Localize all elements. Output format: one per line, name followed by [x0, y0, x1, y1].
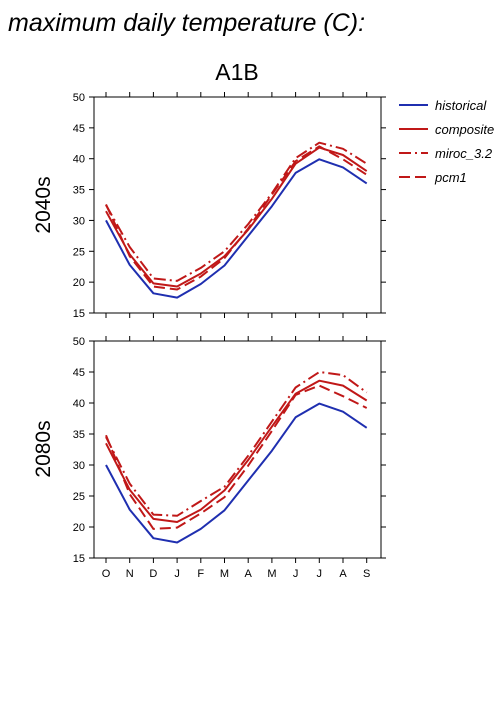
y-tick-label: 40	[73, 154, 85, 166]
y-tick-label: 30	[73, 215, 85, 227]
plot-frame	[93, 340, 382, 559]
y-tick-label: 50	[73, 92, 85, 104]
legend: historical composite miroc_3.2 pcm1	[399, 98, 494, 185]
panel-2040s: 15 20 25 30 35 40 45 50 2040s	[32, 92, 386, 320]
y-tick-label: 25	[73, 491, 85, 503]
y-tick-label: 15	[73, 308, 85, 320]
x-tick-label: J	[174, 568, 180, 580]
y-tick-label: 30	[73, 460, 85, 472]
legend-label: composite	[435, 122, 494, 137]
y-tick-label: 50	[73, 336, 85, 348]
y-tick-label: 35	[73, 429, 85, 441]
x-tick-label: N	[126, 568, 134, 580]
legend-label: historical	[435, 98, 487, 113]
series-line-miroc-3-2	[105, 141, 368, 282]
series-line-pcm1	[105, 384, 368, 530]
y-tick-label: 45	[73, 367, 85, 379]
legend-label: pcm1	[434, 170, 467, 185]
x-tick-label: S	[363, 568, 370, 580]
panel-2080s: 15 20 25 30 35 40 45 50 O N D J F M A M J J A S 2080s	[32, 336, 386, 580]
x-tick-label: A	[339, 568, 347, 580]
series-line-historical	[105, 402, 368, 544]
x-tick-label: D	[149, 568, 157, 580]
series-line-miroc-3-2	[105, 371, 368, 517]
series-line-historical	[105, 158, 368, 299]
x-tick-label: O	[102, 568, 111, 580]
x-tick-label: M	[267, 568, 276, 580]
figure-title: maximum daily temperature (C):	[8, 9, 365, 37]
x-tick-label: J	[317, 568, 323, 580]
legend-label: miroc_3.2	[435, 146, 493, 161]
plot-frame	[93, 96, 382, 314]
y-tick-label: 15	[73, 553, 85, 565]
y-tick-label: 20	[73, 522, 85, 534]
row-label: 2080s	[32, 420, 55, 477]
series-line-composite	[105, 146, 368, 288]
y-tick-label: 35	[73, 185, 85, 197]
y-tick-label: 25	[73, 246, 85, 258]
y-tick-label: 45	[73, 123, 85, 135]
y-tick-label: 40	[73, 398, 85, 410]
series-line-composite	[105, 379, 368, 523]
x-tick-label: F	[197, 568, 204, 580]
x-tick-label: M	[220, 568, 229, 580]
x-tick-label: A	[245, 568, 253, 580]
row-label: 2040s	[32, 176, 55, 233]
y-tick-label: 20	[73, 277, 85, 289]
scenario-label: A1B	[215, 59, 258, 85]
x-tick-label: J	[293, 568, 299, 580]
